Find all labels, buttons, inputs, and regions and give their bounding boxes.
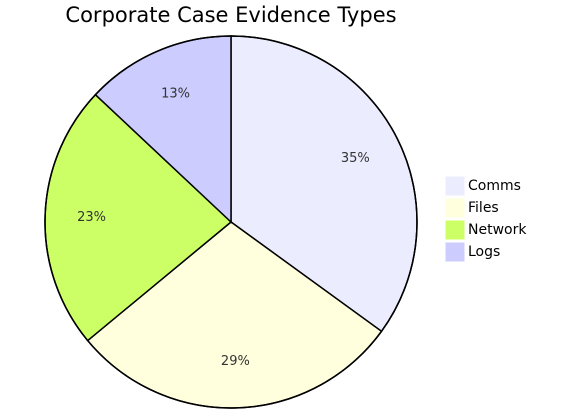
legend-label: Comms xyxy=(468,178,521,194)
legend-swatch xyxy=(445,242,465,262)
data-label: 13% xyxy=(161,86,190,101)
chart-title: Corporate Case Evidence Types xyxy=(65,3,396,27)
data-label: 35% xyxy=(341,151,370,166)
legend-label: Logs xyxy=(468,244,500,260)
legend-label: Network xyxy=(468,222,527,238)
legend-swatch xyxy=(445,220,465,240)
data-label: 29% xyxy=(221,354,250,369)
pie-outline xyxy=(44,35,418,409)
legend-swatch xyxy=(445,198,465,218)
data-label: 23% xyxy=(77,210,106,225)
legend-label: Files xyxy=(468,200,499,216)
legend-swatch xyxy=(445,176,465,196)
